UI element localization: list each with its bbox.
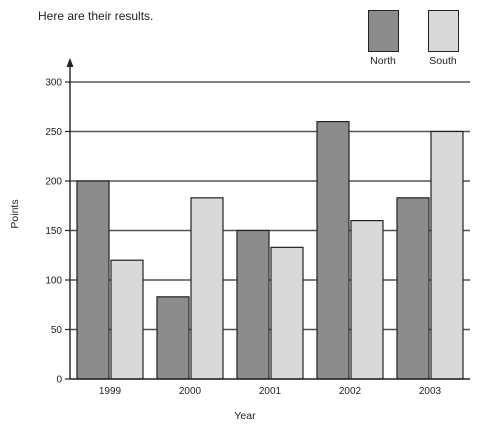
y-tick-label-250: 250: [45, 127, 62, 138]
bar-south-2003: [430, 130, 464, 380]
chart-caption: Here are their results.: [38, 9, 154, 23]
y-axis-arrow: [66, 58, 74, 67]
legend-item-north: North: [353, 10, 413, 67]
legend-item-south: South: [413, 10, 473, 67]
bar-south-2000: [190, 197, 224, 380]
x-tick-label-2001: 2001: [259, 386, 282, 397]
y-tick-label-50: 50: [51, 325, 63, 336]
bar-south-2001: [270, 246, 304, 380]
legend-swatch-south: [427, 10, 459, 52]
y-tick-label-200: 200: [45, 177, 62, 188]
bar-north-2003: [396, 197, 430, 380]
bars: [76, 120, 464, 380]
bar-north-2000: [156, 296, 190, 380]
bar-north-2002: [316, 120, 350, 380]
bar-south-1999: [110, 259, 144, 380]
y-tick-label-100: 100: [45, 276, 62, 287]
y-axis-title: Points: [9, 199, 21, 228]
x-tick-label-2003: 2003: [419, 386, 442, 397]
legend-label-south: South: [429, 55, 457, 67]
y-tick-label-300: 300: [45, 78, 62, 89]
bar-south-2002: [350, 220, 384, 380]
x-tick-label-1999: 1999: [99, 386, 122, 397]
legend-label-north: North: [370, 55, 396, 67]
x-tick-label-2000: 2000: [179, 386, 202, 397]
axes: 0 50 100 150 200 250 300 1999 2000 2001 2002 2003: [45, 58, 470, 397]
x-tick-label-2002: 2002: [339, 386, 362, 397]
legend-swatch-north: [367, 10, 399, 52]
y-tick-label-0: 0: [56, 375, 62, 386]
x-axis-title: Year: [234, 410, 256, 422]
bar-north-2001: [236, 229, 270, 380]
y-tick-label-150: 150: [45, 226, 62, 237]
bar-north-1999: [76, 180, 110, 380]
